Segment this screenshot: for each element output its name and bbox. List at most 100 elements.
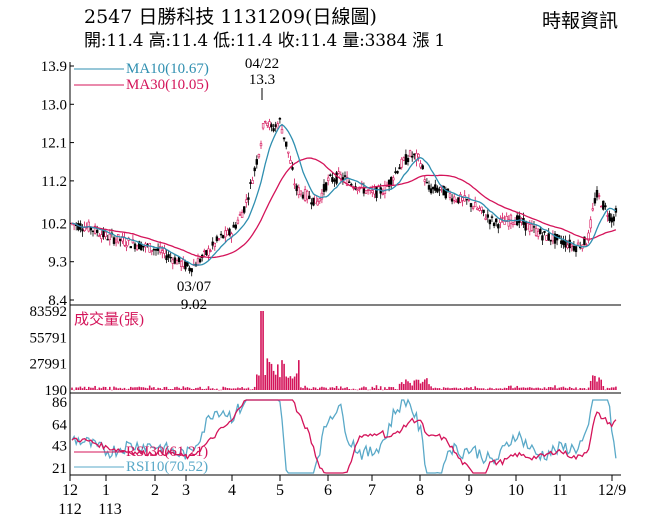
candle-body xyxy=(547,233,550,241)
candle-body xyxy=(154,248,158,251)
volume-bar xyxy=(575,387,577,390)
volume-bar-group xyxy=(71,311,617,391)
volume-bar xyxy=(293,376,296,390)
volume-bar xyxy=(310,388,313,390)
candle-body xyxy=(473,202,477,208)
low-annotation-date: 03/07 xyxy=(177,279,212,295)
candle-body xyxy=(238,214,242,216)
volume-bar xyxy=(390,387,392,390)
volume-y-tick-label: 27991 xyxy=(30,357,68,373)
volume-bar xyxy=(220,389,222,391)
candle-body xyxy=(308,195,311,199)
volume-bar xyxy=(505,388,508,390)
volume-bar xyxy=(373,387,376,390)
volume-bar xyxy=(161,389,164,390)
candle-body xyxy=(545,235,548,241)
candle-body xyxy=(476,207,479,210)
candle-body xyxy=(566,244,569,248)
volume-bar xyxy=(172,389,174,390)
candle-body xyxy=(207,248,210,256)
candle-body xyxy=(89,227,93,231)
candle-body xyxy=(452,196,456,201)
candle-body xyxy=(114,239,118,243)
candle-body xyxy=(413,153,416,156)
volume-bar xyxy=(88,386,90,390)
candle-body xyxy=(104,231,107,237)
volume-y-tick-label: 83592 xyxy=(30,304,68,320)
candle-body xyxy=(381,192,384,195)
volume-bar xyxy=(289,376,292,390)
candle-body xyxy=(171,259,174,264)
candle-body xyxy=(167,254,170,258)
candle-body xyxy=(234,224,237,229)
candle-body xyxy=(222,235,225,239)
candle-body xyxy=(587,232,590,241)
volume-bar xyxy=(295,373,298,390)
candle-body xyxy=(226,230,229,236)
volume-bar xyxy=(193,389,195,390)
candle-body xyxy=(362,187,366,194)
candle-body xyxy=(497,224,500,229)
volume-bar xyxy=(363,386,365,390)
volume-bar xyxy=(497,388,500,390)
volume-bar xyxy=(287,377,290,390)
volume-bar xyxy=(199,386,201,390)
candle-body xyxy=(100,234,103,240)
volume-bar xyxy=(560,387,563,390)
candle-body xyxy=(129,246,132,249)
volume-bar xyxy=(545,388,548,390)
volume-bar xyxy=(434,387,437,390)
volume-bar xyxy=(487,388,489,390)
volume-bar xyxy=(543,387,546,390)
volume-bar xyxy=(358,388,361,390)
volume-bar xyxy=(323,387,325,390)
volume-bar xyxy=(111,389,113,391)
volume-bar xyxy=(270,363,273,390)
candle-body xyxy=(350,183,353,186)
volume-bar xyxy=(218,389,220,391)
volume-bar xyxy=(510,385,512,390)
candle-body xyxy=(249,182,252,184)
rsi-y-tick-label: 64 xyxy=(52,417,68,433)
volume-y-tick-label: 190 xyxy=(45,383,68,399)
volume-bar xyxy=(239,388,241,390)
x-axis-month-label: 10 xyxy=(508,482,524,499)
candle-body xyxy=(438,189,441,191)
volume-bar xyxy=(184,387,187,390)
x-axis-month-label: 2 xyxy=(151,482,159,499)
candle-body xyxy=(123,237,126,246)
volume-bar xyxy=(153,387,155,390)
volume-bar xyxy=(226,388,229,390)
volume-bar xyxy=(316,389,319,390)
candle-body xyxy=(291,167,294,170)
candle-body xyxy=(484,217,487,220)
volume-bar xyxy=(562,386,565,390)
volume-bar xyxy=(400,382,403,390)
candle-body xyxy=(135,245,139,250)
price-y-tick-label: 10.2 xyxy=(41,216,67,232)
candle-body xyxy=(606,215,609,217)
volume-bar xyxy=(197,387,199,390)
volume-bar xyxy=(398,383,401,390)
volume-bar xyxy=(409,382,411,390)
candle-body xyxy=(436,187,439,193)
volume-bar xyxy=(142,387,145,390)
volume-bar xyxy=(167,389,170,390)
volume-bar xyxy=(75,387,77,390)
volume-bar xyxy=(258,375,260,390)
candle-body xyxy=(599,205,603,208)
candle-body xyxy=(324,182,328,191)
volume-bar xyxy=(547,387,550,390)
volume-bar xyxy=(426,378,428,390)
candle-body xyxy=(343,175,347,177)
volume-bar xyxy=(394,389,397,390)
volume-bar xyxy=(319,387,321,390)
price-y-tick-label: 9.3 xyxy=(48,255,67,271)
candle-body xyxy=(314,195,317,204)
candle-body xyxy=(459,194,462,203)
volume-bar xyxy=(526,387,529,390)
candle-body xyxy=(184,261,187,270)
candle-body xyxy=(364,190,368,194)
price-y-tick-label: 11.2 xyxy=(41,174,67,190)
candle-body xyxy=(553,233,557,244)
